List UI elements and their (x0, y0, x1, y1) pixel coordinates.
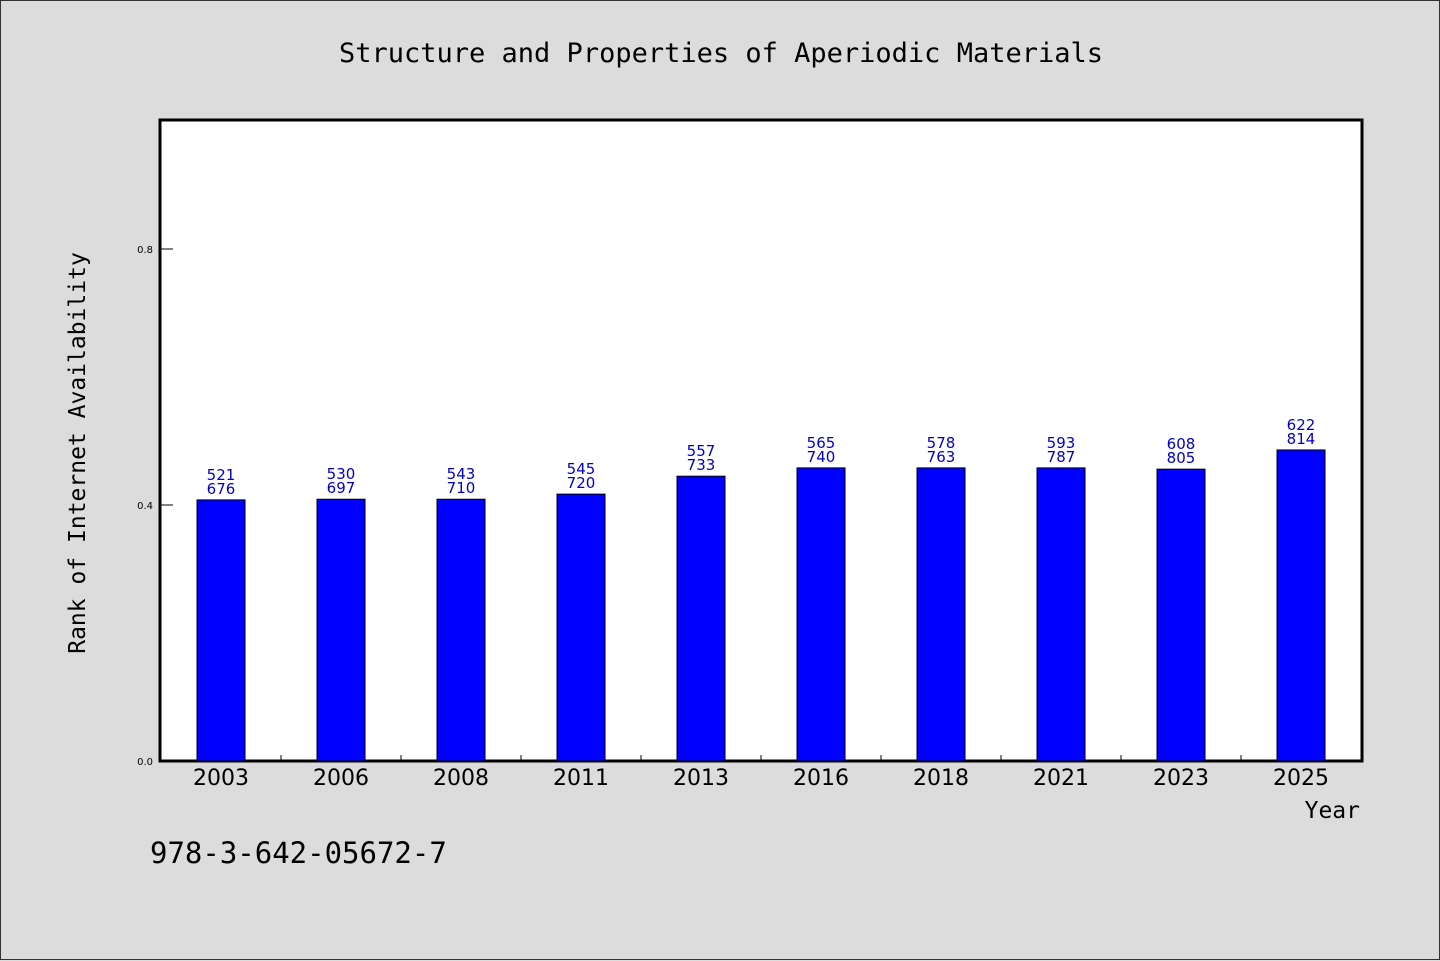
bar (316, 498, 366, 762)
y-tick-label: 0.8 (137, 245, 153, 256)
data-label-bottom: 710 (447, 479, 476, 497)
bars-group (196, 449, 1326, 762)
data-label-bottom: 720 (567, 474, 596, 492)
x-tick-label: 2025 (1273, 766, 1329, 791)
x-tick-label: 2023 (1153, 766, 1209, 791)
bar (196, 499, 246, 762)
data-label-top: 521 (207, 466, 236, 484)
y-tick-label: 0.4 (137, 501, 153, 512)
ticks-group (161, 248, 1242, 762)
bar (676, 475, 726, 762)
bar (796, 467, 846, 762)
bar (1156, 468, 1206, 762)
data-label-top: 557 (687, 442, 716, 460)
x-tick-label: 2021 (1033, 766, 1089, 791)
x-tick-label: 2003 (193, 766, 249, 791)
x-axis-label: Year (1305, 798, 1360, 824)
data-label-bottom: 733 (687, 456, 716, 474)
data-label-top: 543 (447, 465, 476, 483)
y-axis-label: Rank of Internet Availability (65, 252, 91, 654)
data-label-bottom: 676 (207, 480, 236, 498)
isbn-text: 978-3-642-05672-7 (150, 836, 447, 870)
data-label-top: 593 (1047, 434, 1076, 452)
x-tick-label: 2008 (433, 766, 489, 791)
x-tick-label: 2006 (313, 766, 369, 791)
x-tick-label: 2013 (673, 766, 729, 791)
data-label-top: 530 (327, 465, 356, 483)
x-tick-label: 2011 (553, 766, 609, 791)
y-tick-label: 0.0 (137, 757, 153, 768)
data-label-top: 578 (927, 434, 956, 452)
data-label-bottom: 787 (1047, 448, 1076, 466)
bar (1036, 467, 1086, 762)
chart-title: Structure and Properties of Aperiodic Ma… (339, 38, 1103, 69)
x-tick-label: 2016 (793, 766, 849, 791)
bar (556, 493, 606, 762)
bar (436, 498, 486, 762)
data-label-top: 565 (807, 434, 836, 452)
data-label-top: 622 (1287, 416, 1316, 434)
data-label-top: 608 (1167, 435, 1196, 453)
data-label-bottom: 814 (1287, 430, 1316, 448)
data-label-bottom: 763 (927, 448, 956, 466)
data-label-top: 545 (567, 460, 596, 478)
data-label-bottom: 805 (1167, 449, 1196, 467)
bar (916, 467, 966, 762)
bar (1276, 449, 1326, 762)
x-tick-label: 2018 (913, 766, 969, 791)
data-label-bottom: 740 (807, 448, 836, 466)
data-label-bottom: 697 (327, 479, 356, 497)
